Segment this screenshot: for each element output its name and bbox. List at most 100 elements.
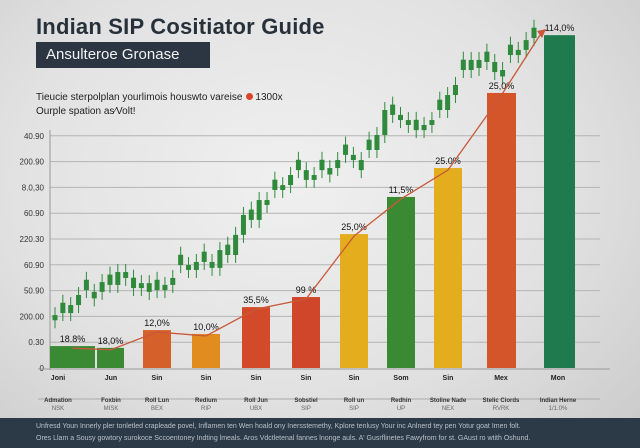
- x-sub-label: Redhin: [391, 398, 412, 404]
- candle-body: [107, 274, 113, 285]
- candle-body: [405, 120, 411, 125]
- candle-body: [500, 70, 506, 77]
- x-tick-label: Sin: [301, 375, 312, 382]
- candle-body: [445, 95, 451, 110]
- x-sub-label: Roll Lun: [145, 398, 169, 404]
- candle-body: [311, 175, 317, 180]
- candle-body: [264, 200, 270, 205]
- candle-body: [162, 284, 168, 291]
- candle-body: [295, 159, 301, 171]
- candle-body: [460, 59, 466, 71]
- candle-body: [123, 272, 129, 278]
- candle-body: [390, 104, 396, 115]
- candle-body: [327, 168, 333, 175]
- x-sub-code: BEX: [151, 406, 163, 412]
- note-marker-label: 1300x: [255, 92, 283, 103]
- candle-body: [83, 279, 89, 291]
- note-line-2: Ourple spation as⁄Volt!: [36, 106, 136, 117]
- x-sub-label: Foxbin: [101, 398, 121, 404]
- x-sub-label: Admation: [44, 398, 72, 404]
- bar-data-label: 25,0%: [489, 81, 515, 91]
- candle-body: [476, 59, 482, 68]
- candle-body: [193, 261, 199, 270]
- x-sub-code: RVRK: [493, 406, 510, 412]
- subtitle-banner: Ansulteroe Gronase: [36, 42, 210, 68]
- candle-body: [170, 277, 176, 285]
- bar: [340, 234, 368, 368]
- candle-body: [233, 234, 239, 255]
- candle-body: [185, 265, 191, 270]
- x-sub-code: UBX: [250, 406, 262, 412]
- candle-body: [452, 84, 458, 96]
- bar-data-label: 18.8%: [60, 334, 86, 344]
- bar-data-label: 11,5%: [389, 185, 414, 195]
- page-title: Indian SIP Cositiator Guide: [36, 14, 325, 39]
- bar: [387, 196, 415, 368]
- bar: [434, 168, 462, 368]
- x-sub-code: SIP: [349, 406, 359, 412]
- candle-body: [382, 110, 388, 136]
- y-tick-label: 40.90: [24, 132, 45, 141]
- legend-dot-icon: [246, 93, 254, 100]
- x-sub-label: Roll Jun: [244, 398, 268, 404]
- candle-body: [468, 59, 474, 71]
- y-tick-label: 60.90: [24, 209, 45, 218]
- bar: [143, 330, 171, 368]
- bar-data-label: 25.0%: [435, 156, 461, 166]
- x-sub-code: NEX: [442, 406, 454, 412]
- candle-body: [319, 159, 325, 171]
- y-tick-label: 60.90: [24, 261, 45, 270]
- candle-body: [531, 27, 537, 39]
- footer: Unfresd Youn Innerly pler tonletled crap…: [0, 418, 640, 448]
- bar: [97, 347, 124, 368]
- candle-body: [507, 44, 513, 56]
- candle-body: [366, 139, 372, 150]
- arrowhead-icon: [537, 29, 546, 38]
- y-tick-label: 0.30: [28, 338, 44, 347]
- candle-body: [99, 282, 105, 292]
- bar-data-label: 10,0%: [193, 322, 219, 332]
- x-tick-label: Sin: [201, 375, 212, 382]
- bar: [50, 346, 95, 368]
- x-sub-code: RIP: [201, 406, 211, 412]
- bar: [487, 92, 516, 369]
- x-sub-label: Indian Herne: [540, 398, 577, 404]
- candle-body: [280, 185, 286, 190]
- candle-body: [154, 279, 160, 291]
- candle-body: [146, 283, 152, 292]
- bar: [192, 333, 220, 368]
- bar-data-label: 12,0%: [144, 318, 170, 328]
- candle-body: [492, 62, 498, 73]
- y-tick-label: 8.0,30: [22, 183, 45, 192]
- candle-body: [523, 40, 529, 50]
- candle-body: [256, 200, 262, 220]
- bar: [544, 35, 575, 369]
- x-tick-label: Sin: [349, 375, 360, 382]
- candle-body: [413, 119, 419, 131]
- note-text: Tieucie sterpolplan yourlimois houswto v…: [36, 92, 243, 103]
- candle-body: [52, 315, 58, 321]
- candle-body: [515, 49, 521, 56]
- candle-body: [350, 154, 356, 161]
- footer-line-1: Unfresd Youn Innerly pler tonletled crap…: [36, 423, 521, 430]
- candle-body: [240, 215, 246, 235]
- candle-body: [272, 179, 278, 190]
- x-sub-code: MISK: [104, 406, 119, 412]
- bar: [242, 307, 270, 368]
- candle-body: [115, 272, 121, 285]
- candle-body: [68, 305, 74, 314]
- x-tick-label: Sin: [152, 375, 163, 382]
- candle-body: [335, 160, 341, 169]
- x-tick-label: Sin: [443, 375, 454, 382]
- candle-body: [209, 261, 215, 268]
- x-sub-code: 1/1.0%: [549, 406, 568, 412]
- candle-body: [76, 294, 82, 306]
- candle-body: [358, 160, 364, 171]
- candle-body: [343, 144, 349, 155]
- candle-body: [217, 250, 223, 268]
- x-sub-label: Redium: [195, 398, 217, 404]
- candle-body: [91, 291, 97, 299]
- note-line-1: Tieucie sterpolplan yourlimois houswto v…: [36, 92, 283, 103]
- y-tick-label: 200.00: [20, 312, 45, 321]
- candle-body: [303, 170, 309, 180]
